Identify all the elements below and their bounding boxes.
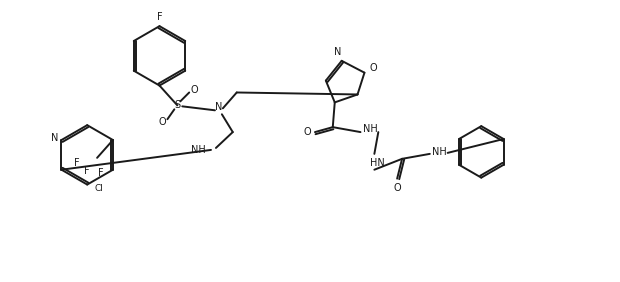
Text: O: O	[303, 127, 311, 137]
Text: S: S	[174, 100, 180, 110]
Text: NH: NH	[192, 145, 206, 155]
Text: N: N	[51, 133, 58, 143]
Text: NH: NH	[432, 147, 447, 157]
Text: F: F	[74, 158, 80, 168]
Text: O: O	[393, 182, 401, 193]
Text: F: F	[157, 12, 162, 22]
Text: N: N	[215, 102, 223, 112]
Text: HN: HN	[370, 158, 384, 168]
Text: O: O	[370, 63, 377, 73]
Text: N: N	[334, 47, 342, 57]
Text: O: O	[159, 117, 166, 127]
Text: F: F	[84, 166, 90, 176]
Text: Cl: Cl	[95, 184, 104, 193]
Text: F: F	[98, 168, 104, 178]
Text: NH: NH	[363, 124, 378, 134]
Text: O: O	[190, 85, 198, 94]
